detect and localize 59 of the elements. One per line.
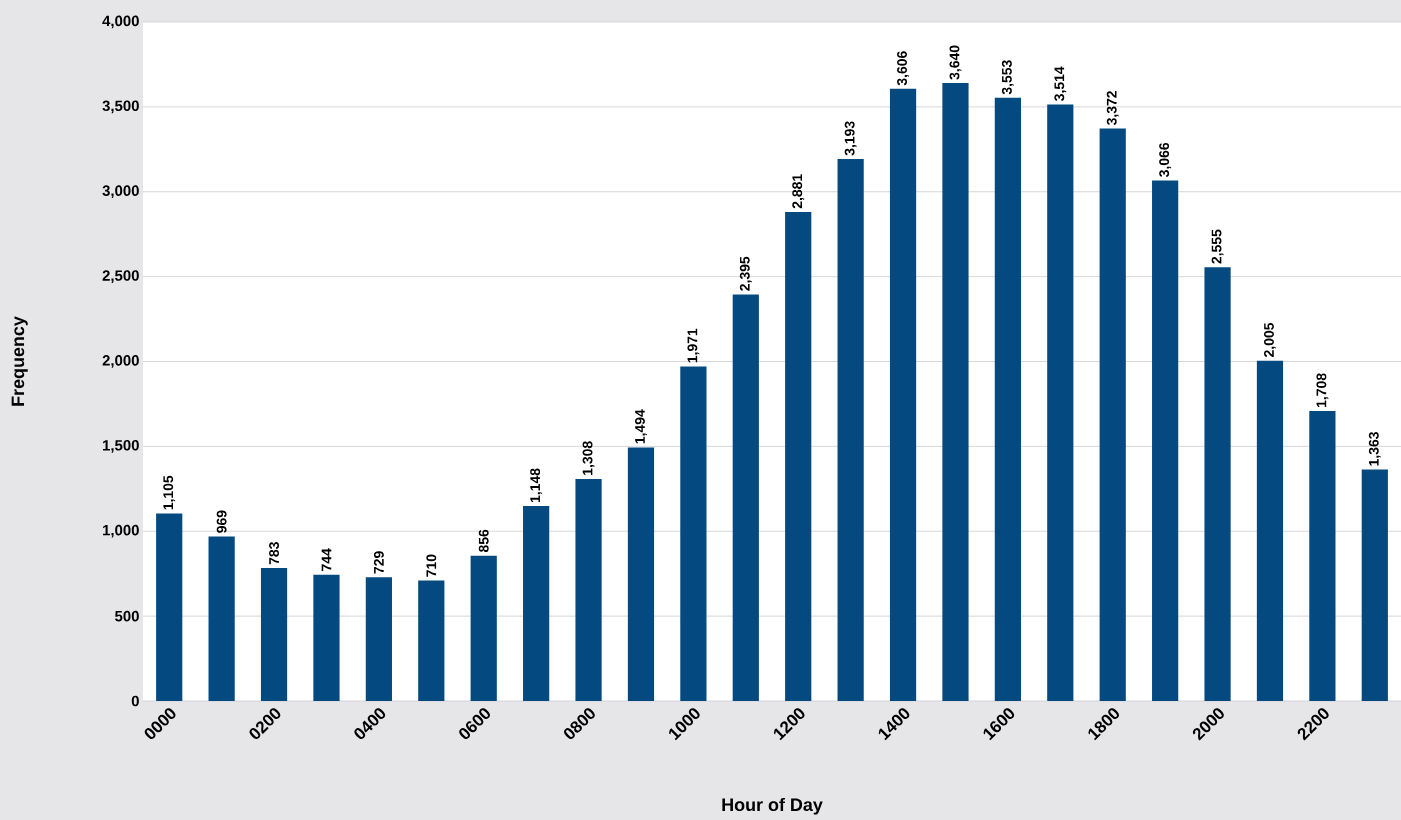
- data-label: 1,363: [1368, 432, 1381, 466]
- data-label: 1,708: [1316, 373, 1329, 407]
- bar: [156, 513, 183, 701]
- x-axis-title: Hour of Day: [722, 797, 823, 815]
- bar: [889, 88, 917, 701]
- bar: [994, 97, 1021, 701]
- bar: [1256, 360, 1284, 701]
- data-label: 2,395: [739, 256, 752, 291]
- data-label: 783: [269, 542, 279, 565]
- data-label: 2,005: [1264, 322, 1276, 357]
- data-label: 1,971: [687, 328, 700, 363]
- y-tick-label: 1,500: [103, 439, 139, 453]
- data-label: 3,193: [844, 121, 857, 156]
- data-label: 710: [426, 554, 437, 577]
- y-tick-label: 500: [115, 610, 139, 622]
- data-label: 744: [321, 548, 332, 571]
- bar: [627, 447, 655, 701]
- bar: [1152, 180, 1179, 701]
- data-label: 3,372: [1106, 91, 1119, 126]
- data-label: 856: [478, 529, 489, 553]
- bar: [732, 294, 759, 701]
- data-label: 969: [216, 510, 227, 533]
- bar: [365, 577, 392, 701]
- data-label: 3,640: [949, 45, 962, 80]
- data-label: 3,514: [1054, 66, 1067, 101]
- y-axis-title: Frequency: [11, 316, 28, 406]
- bar: [837, 158, 864, 701]
- bar: [260, 568, 288, 701]
- bar: [575, 478, 602, 701]
- bar: [1204, 267, 1231, 701]
- bar: [1099, 128, 1126, 701]
- y-tick-label: 0: [131, 695, 139, 707]
- data-label: 2,881: [792, 174, 805, 209]
- y-tick-label: 3,000: [102, 185, 139, 199]
- data-label: 3,553: [1001, 60, 1014, 95]
- data-label: 2,555: [1211, 229, 1224, 264]
- y-tick-label: 2,500: [102, 270, 139, 283]
- bar: [418, 580, 445, 701]
- data-label: 729: [373, 551, 384, 574]
- bar: [1047, 104, 1074, 701]
- bar: [313, 574, 340, 701]
- bar: [470, 555, 497, 701]
- bar: [208, 536, 235, 701]
- data-label: 3,606: [897, 51, 909, 86]
- bar: [1309, 411, 1336, 701]
- bar: [785, 211, 812, 701]
- bar: [523, 506, 550, 701]
- data-label: 1,494: [635, 409, 647, 444]
- bar: [680, 366, 707, 701]
- bar: [1361, 469, 1388, 701]
- y-tick-label: 4,000: [102, 15, 139, 29]
- y-tick-label: 3,500: [102, 100, 139, 114]
- bar: [942, 83, 969, 701]
- data-label: 1,148: [530, 468, 543, 503]
- y-tick-label: 2,000: [102, 355, 139, 368]
- data-label: 3,066: [1159, 142, 1172, 178]
- data-label: 1,308: [582, 441, 595, 475]
- y-tick-label: 1,000: [103, 524, 139, 538]
- data-label: 1,105: [163, 475, 176, 510]
